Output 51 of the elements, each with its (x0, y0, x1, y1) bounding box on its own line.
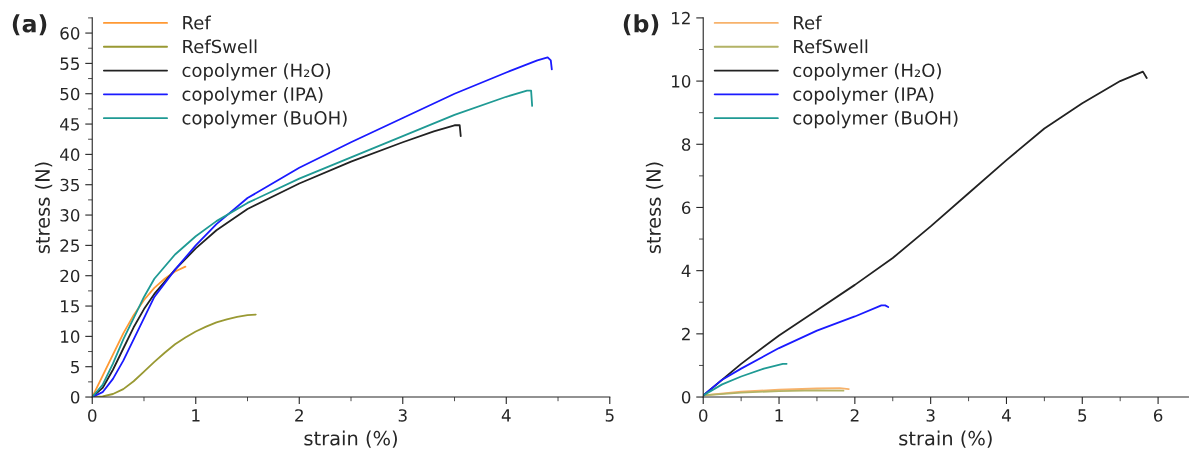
y-tick-label: 55 (60, 57, 79, 70)
x-tick-label: 4 (1001, 409, 1011, 422)
legend-label: copolymer (BuOH) (182, 110, 347, 129)
x-tick-label: 5 (605, 409, 614, 422)
chart-title: (b) (623, 14, 659, 36)
line-series (703, 362, 788, 397)
x-tick-label: 2 (295, 409, 303, 422)
legend-label: Ref (183, 15, 212, 30)
legend-label: copolymer (H₂O) (793, 63, 941, 81)
y-tick-label: 60 (60, 27, 80, 40)
y-tick-label: 35 (60, 178, 79, 192)
y-tick-label: 20 (60, 269, 80, 283)
x-tick-label: 5 (1078, 409, 1087, 422)
legend-label: copolymer (IPA) (793, 86, 934, 105)
y-axis-title: stress (N) (34, 162, 53, 254)
legend-label: copolymer (IPA) (182, 86, 323, 105)
y-tick-label: 5 (71, 360, 79, 374)
x-axis-title: strain (%) (899, 430, 992, 448)
y-tick-label: 40 (60, 148, 80, 161)
legend-label: copolymer (BuOH) (793, 110, 958, 129)
y-tick-label: 4 (681, 264, 691, 277)
x-axis-title: strain (%) (304, 430, 397, 448)
chart-title: (a) (12, 14, 47, 36)
x-tick-label: 4 (501, 409, 511, 422)
x-tick-label: 3 (926, 409, 935, 422)
y-axis-title: stress (N) (645, 162, 664, 254)
y-tick-label: 45 (60, 118, 79, 131)
x-tick-label: 2 (850, 409, 859, 422)
x-tick-label: 6 (1153, 409, 1163, 422)
y-tick-label: 10 (61, 330, 80, 343)
x-tick-label: 1 (192, 409, 200, 422)
y-tick-label: 25 (60, 239, 79, 252)
line-series (703, 304, 890, 397)
legend-label: Ref (794, 15, 822, 30)
x-tick-label: 0 (699, 409, 708, 422)
x-tick-label: 3 (398, 409, 407, 422)
y-tick-label: 50 (60, 87, 80, 101)
x-tick-label: 1 (775, 409, 783, 422)
x-tick-label: 0 (88, 409, 97, 422)
y-tick-label: 6 (681, 201, 691, 215)
y-tick-label: 2 (682, 327, 690, 341)
y-tick-label: 0 (70, 391, 80, 404)
y-tick-label: 30 (60, 209, 80, 222)
legend-label: RefSwell (794, 39, 868, 54)
legend-label: copolymer (H₂O) (182, 63, 331, 81)
y-tick-label: 15 (61, 300, 79, 313)
legend-label: RefSwell (183, 39, 257, 54)
y-tick-label: 8 (681, 138, 691, 151)
y-tick-label: 0 (681, 391, 691, 404)
y-tick-label: 12 (672, 11, 690, 25)
y-tick-label: 10 (672, 75, 691, 88)
